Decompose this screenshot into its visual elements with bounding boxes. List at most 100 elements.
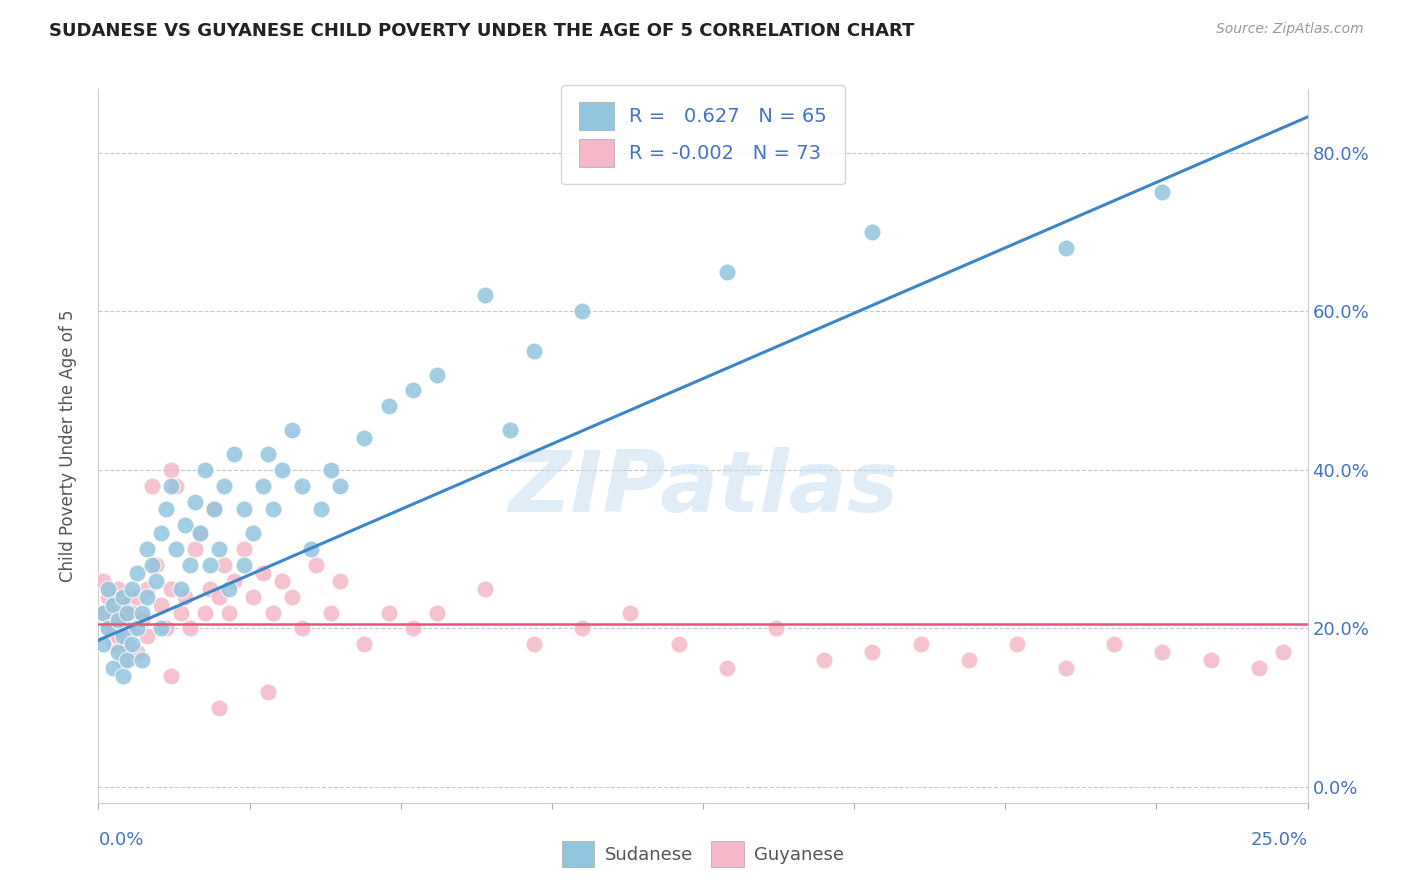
Point bbox=[232, 502, 254, 516]
Point bbox=[179, 558, 201, 572]
Point bbox=[290, 478, 312, 492]
Point bbox=[281, 590, 304, 604]
Point bbox=[198, 558, 221, 572]
Point bbox=[1249, 661, 1271, 675]
Point bbox=[1102, 637, 1125, 651]
Point bbox=[198, 582, 221, 596]
Point bbox=[135, 629, 157, 643]
Point bbox=[155, 502, 177, 516]
Point bbox=[117, 606, 139, 620]
Point bbox=[1007, 637, 1029, 651]
Point bbox=[184, 494, 207, 508]
Point bbox=[117, 653, 139, 667]
Point bbox=[309, 502, 332, 516]
Point bbox=[765, 621, 787, 635]
Text: SUDANESE VS GUYANESE CHILD POVERTY UNDER THE AGE OF 5 CORRELATION CHART: SUDANESE VS GUYANESE CHILD POVERTY UNDER… bbox=[49, 22, 914, 40]
Point bbox=[131, 614, 153, 628]
Point bbox=[91, 637, 114, 651]
Point bbox=[174, 518, 197, 533]
Point bbox=[121, 582, 143, 596]
Point bbox=[101, 606, 124, 620]
Text: 25.0%: 25.0% bbox=[1250, 830, 1308, 848]
Point bbox=[150, 526, 173, 541]
Point bbox=[135, 590, 157, 604]
Point bbox=[160, 582, 183, 596]
Point bbox=[281, 423, 304, 437]
Point bbox=[377, 400, 399, 414]
Point bbox=[299, 542, 322, 557]
Point bbox=[319, 606, 342, 620]
Point bbox=[121, 621, 143, 635]
Point bbox=[329, 478, 352, 492]
Point bbox=[1199, 653, 1222, 667]
Point bbox=[353, 431, 375, 445]
Point bbox=[160, 669, 183, 683]
Point bbox=[262, 502, 284, 516]
Point bbox=[860, 225, 883, 239]
Point bbox=[208, 700, 231, 714]
Point bbox=[523, 637, 546, 651]
Point bbox=[91, 606, 114, 620]
Point bbox=[329, 574, 352, 588]
Point bbox=[252, 566, 274, 580]
Point bbox=[91, 574, 114, 588]
Point bbox=[135, 542, 157, 557]
Text: 0.0%: 0.0% bbox=[98, 830, 143, 848]
Point bbox=[256, 685, 278, 699]
Point bbox=[165, 542, 187, 557]
Point bbox=[131, 606, 153, 620]
Point bbox=[101, 661, 124, 675]
Point bbox=[127, 621, 149, 635]
Point bbox=[145, 574, 167, 588]
Point bbox=[107, 645, 129, 659]
Point bbox=[619, 606, 641, 620]
Point bbox=[194, 606, 217, 620]
Point bbox=[571, 304, 593, 318]
Point bbox=[860, 645, 883, 659]
Point bbox=[426, 606, 449, 620]
Point bbox=[571, 621, 593, 635]
Point bbox=[910, 637, 932, 651]
Point bbox=[117, 637, 139, 651]
Point bbox=[97, 621, 120, 635]
Point bbox=[155, 621, 177, 635]
Point bbox=[145, 558, 167, 572]
Point bbox=[101, 598, 124, 612]
Point bbox=[111, 669, 134, 683]
Point bbox=[169, 582, 191, 596]
Point bbox=[377, 606, 399, 620]
Point bbox=[194, 463, 217, 477]
Point bbox=[204, 502, 226, 516]
Point bbox=[131, 653, 153, 667]
Point bbox=[523, 343, 546, 358]
Legend: Sudanese, Guyanese: Sudanese, Guyanese bbox=[554, 834, 852, 874]
Point bbox=[107, 614, 129, 628]
Point bbox=[271, 574, 294, 588]
Point bbox=[179, 621, 201, 635]
Point bbox=[97, 582, 120, 596]
Point bbox=[97, 621, 120, 635]
Point bbox=[232, 558, 254, 572]
Point bbox=[141, 558, 163, 572]
Point bbox=[716, 264, 738, 278]
Point bbox=[218, 582, 240, 596]
Point bbox=[222, 447, 245, 461]
Point bbox=[107, 582, 129, 596]
Point bbox=[135, 582, 157, 596]
Point bbox=[1152, 645, 1174, 659]
Point bbox=[957, 653, 980, 667]
Point bbox=[111, 629, 134, 643]
Point bbox=[121, 637, 143, 651]
Point bbox=[1272, 645, 1295, 659]
Point bbox=[353, 637, 375, 651]
Point bbox=[165, 478, 187, 492]
Point bbox=[212, 558, 235, 572]
Point bbox=[111, 614, 134, 628]
Point bbox=[716, 661, 738, 675]
Text: ZIPatlas: ZIPatlas bbox=[508, 447, 898, 531]
Point bbox=[813, 653, 835, 667]
Point bbox=[290, 621, 312, 635]
Point bbox=[242, 526, 264, 541]
Point bbox=[242, 590, 264, 604]
Point bbox=[107, 629, 129, 643]
